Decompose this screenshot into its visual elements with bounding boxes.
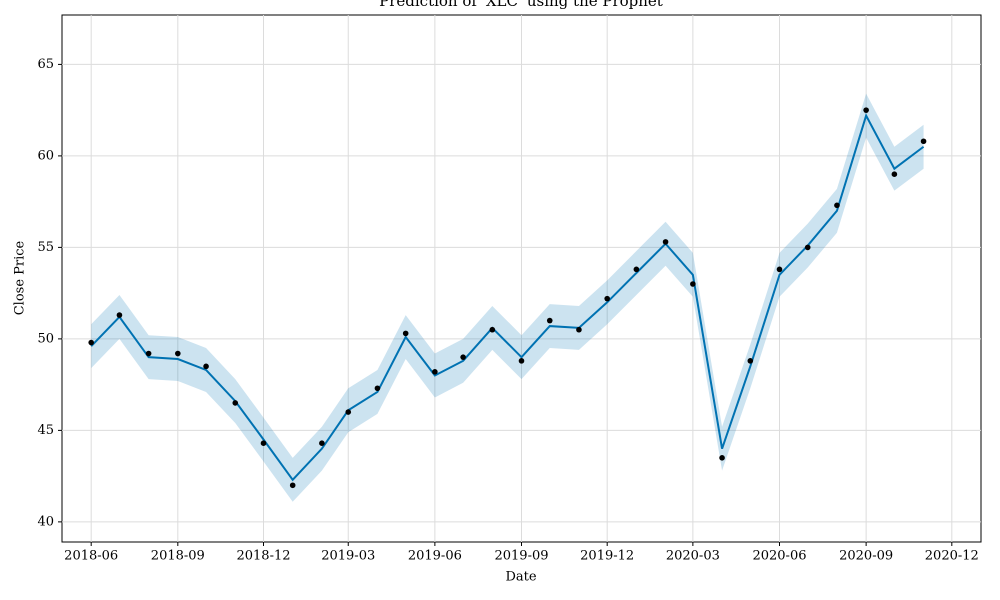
- observed-point: [891, 171, 898, 177]
- y-tick-label: 60: [37, 148, 54, 163]
- observed-point: [88, 339, 94, 346]
- observed-point: [232, 400, 239, 406]
- observed-point: [747, 358, 754, 364]
- observed-point: [374, 385, 381, 392]
- x-tick-label: 2018-09: [151, 549, 205, 564]
- observed-point: [518, 358, 525, 364]
- observed-point: [319, 440, 325, 446]
- y-tick-label: 65: [37, 57, 54, 72]
- observed-point: [345, 409, 352, 415]
- observed-point: [260, 440, 267, 446]
- observed-point: [662, 239, 669, 245]
- x-tick-label: 2020-09: [839, 549, 893, 564]
- observed-point: [834, 202, 840, 209]
- y-tick-label: 45: [37, 423, 54, 438]
- y-tick-label: 50: [37, 331, 54, 346]
- observed-point: [116, 312, 123, 318]
- observed-point: [804, 244, 811, 251]
- observed-point: [920, 138, 927, 145]
- observed-point: [402, 330, 409, 337]
- observed-point: [633, 266, 640, 273]
- y-axis-label: Close Price: [13, 240, 28, 315]
- y-tick-label: 55: [37, 240, 54, 255]
- observed-point: [546, 317, 553, 324]
- observed-point: [145, 350, 152, 357]
- forecast-line: [90, 113, 925, 482]
- observed-point: [489, 326, 496, 333]
- observed-point: [576, 326, 582, 333]
- observed-point: [432, 369, 438, 375]
- observed-point: [690, 281, 696, 287]
- observed-point: [863, 107, 869, 113]
- observed-point: [203, 363, 209, 370]
- x-tick-label: 2019-03: [321, 549, 375, 564]
- x-tick-label: 2019-12: [580, 549, 634, 564]
- x-tick-label: 2020-12: [925, 549, 979, 564]
- uncertainty-band: [91, 93, 924, 502]
- observed-point: [719, 455, 725, 461]
- x-tick-label: 2020-03: [666, 549, 720, 564]
- observed-point: [604, 295, 610, 302]
- x-tick-label: 2018-06: [64, 549, 118, 564]
- observed-point: [175, 350, 181, 357]
- x-axis-label: Date: [505, 570, 536, 585]
- observed-point: [460, 354, 466, 360]
- x-tick-label: 2019-06: [408, 549, 462, 564]
- y-tick-label: 40: [37, 514, 54, 529]
- x-tick-label: 2019-09: [494, 549, 548, 564]
- x-tick-label: 2020-06: [752, 549, 806, 564]
- observed-point: [776, 266, 783, 273]
- chart-title: Prediction of 'XLC' using the Prophet: [379, 0, 663, 10]
- observed-point: [289, 482, 296, 489]
- x-tick-label: 2018-12: [236, 549, 290, 564]
